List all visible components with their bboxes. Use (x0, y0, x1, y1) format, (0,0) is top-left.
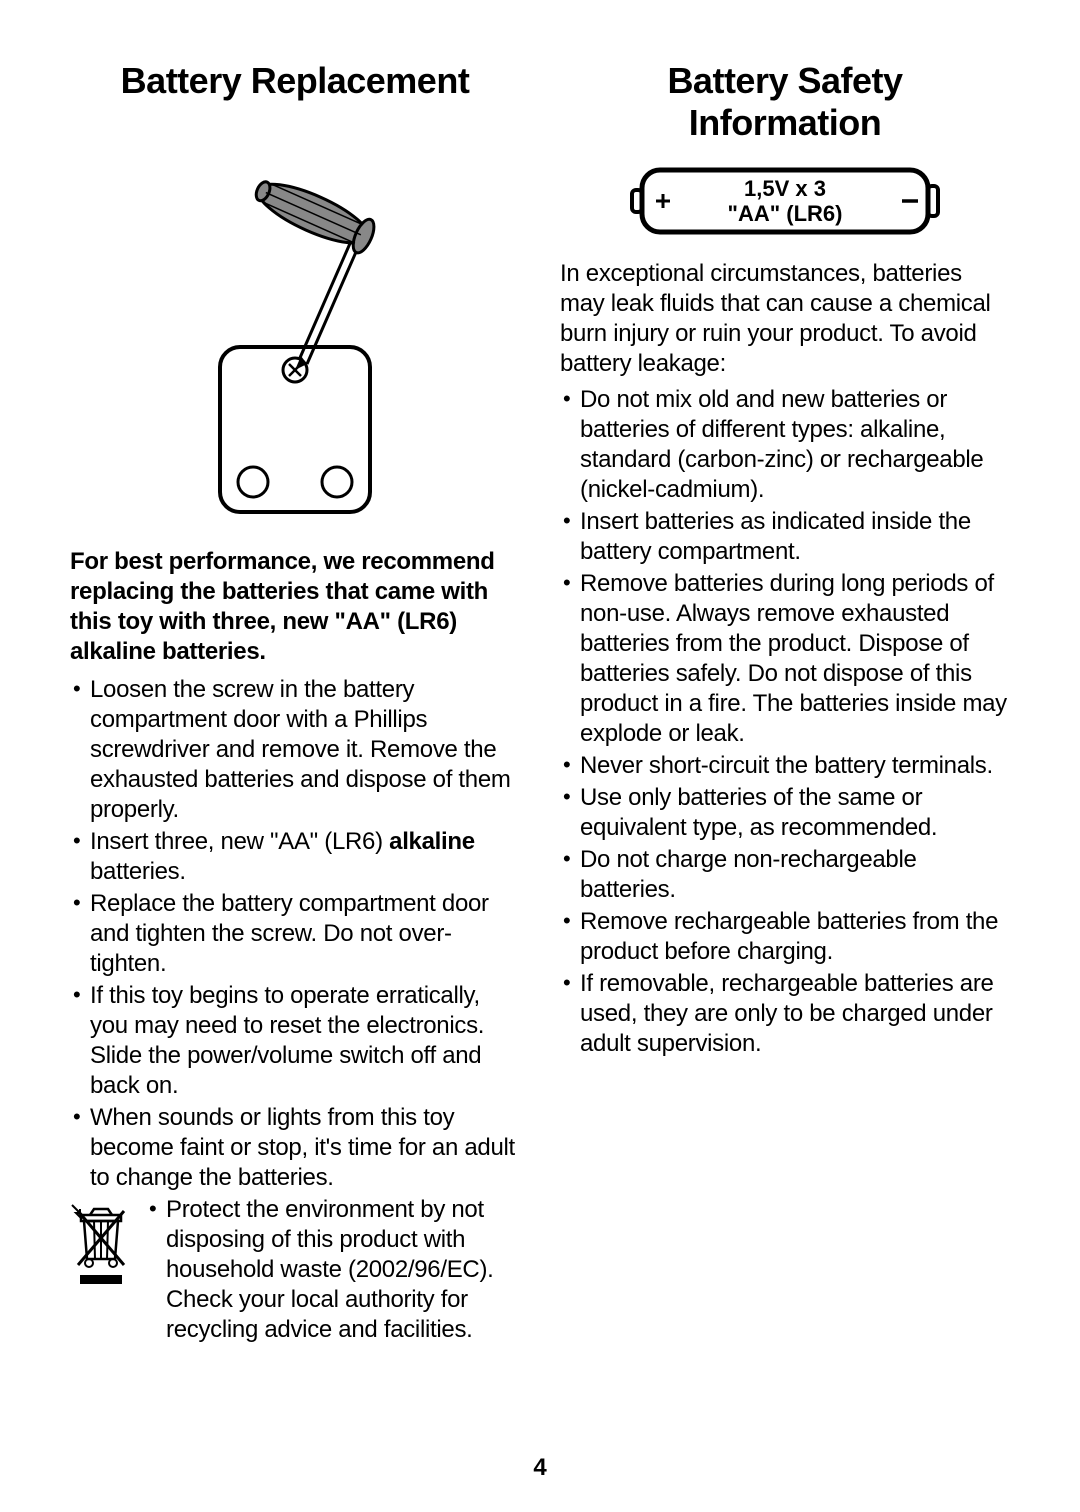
right-bullet-list: Do not mix old and new batteries or batt… (560, 385, 1010, 1061)
left-bullet-0: Loosen the screw in the battery compartm… (70, 675, 520, 825)
battery-spec-l2: "AA" (LR6) (728, 201, 843, 226)
right-title: Battery Safety Information (560, 60, 1010, 144)
left-bullet-2: Replace the battery compartment door and… (70, 889, 520, 979)
screwdriver-diagram (165, 122, 425, 522)
left-title: Battery Replacement (70, 60, 520, 102)
right-title-l1: Battery Safety (667, 60, 902, 101)
right-bullet-4: Use only batteries of the same or equiva… (560, 783, 1010, 843)
battery-symbol-wrap: 1,5V x 3 "AA" (LR6) (560, 164, 1010, 239)
weee-bullet: Protect the environment by not disposing… (146, 1195, 520, 1345)
left-column: Battery Replacement (70, 60, 520, 1472)
right-bullet-6: Remove rechargeable batteries from the p… (560, 907, 1010, 967)
battery-spec-l1: 1,5V x 3 (744, 176, 826, 201)
left-bullet-1: Insert three, new "AA" (LR6) alkaline ba… (70, 827, 520, 887)
left-bullet-3: If this toy begins to operate erraticall… (70, 981, 520, 1101)
page-number: 4 (533, 1454, 546, 1482)
right-bullet-2: Remove batteries during long periods of … (560, 569, 1010, 749)
weee-icon (70, 1199, 132, 1289)
right-title-l2: Information (689, 102, 881, 143)
weee-row: Protect the environment by not disposing… (70, 1195, 520, 1347)
right-bullet-0: Do not mix old and new batteries or batt… (560, 385, 1010, 505)
alkaline-suffix: batteries. (90, 858, 186, 885)
right-bullet-5: Do not charge non-rechargeable batteries… (560, 845, 1010, 905)
page-content: Battery Replacement (70, 60, 1010, 1472)
battery-symbol-icon: 1,5V x 3 "AA" (LR6) (630, 164, 940, 239)
right-bullet-1: Insert batteries as indicated inside the… (560, 507, 1010, 567)
left-bullet-4: When sounds or lights from this toy beco… (70, 1103, 520, 1193)
screwdriver-diagram-wrap (70, 122, 520, 522)
left-intro-bold: For best performance, we recommend repla… (70, 547, 520, 667)
right-bullet-3: Never short-circuit the battery terminal… (560, 751, 1010, 781)
left-bullet-list: Loosen the screw in the battery compartm… (70, 675, 520, 1195)
weee-bullet-list: Protect the environment by not disposing… (146, 1195, 520, 1347)
alkaline-bold: alkaline (389, 828, 475, 855)
right-bullet-7: If removable, rechargeable batteries are… (560, 969, 1010, 1059)
right-intro: In exceptional circumstances, batteries … (560, 259, 1010, 379)
right-column: Battery Safety Information 1,5V x 3 "AA"… (560, 60, 1010, 1472)
left-bullet-1-prefix: Insert three, new "AA" (LR6) (90, 828, 389, 855)
